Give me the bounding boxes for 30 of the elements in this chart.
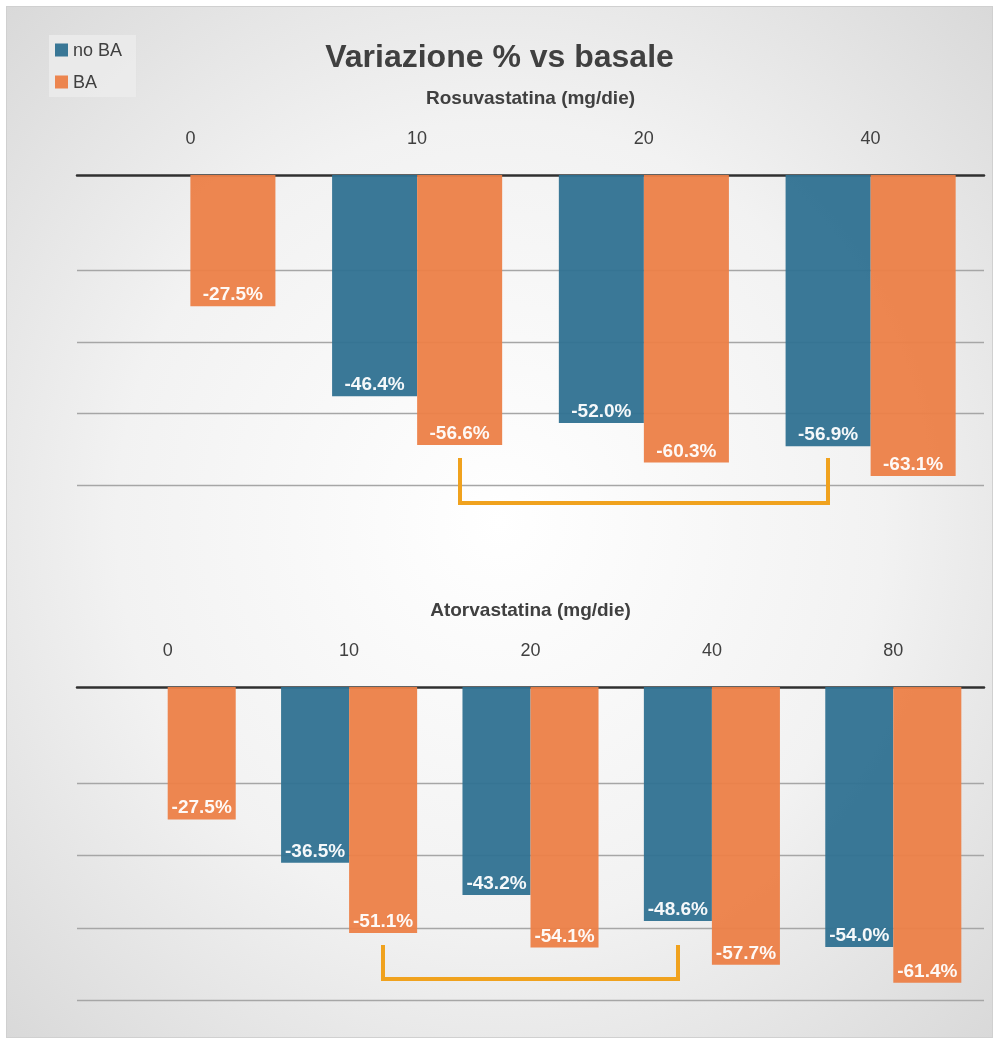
x-tick-label: 10 <box>407 128 428 148</box>
data-label: -54.0% <box>829 924 890 946</box>
x-tick-label: 40 <box>701 640 722 660</box>
x-tick-label: 0 <box>162 640 173 660</box>
x-tick-label: 10 <box>339 640 360 660</box>
data-label: -60.3% <box>656 439 717 461</box>
x-tick-label: 20 <box>633 128 654 148</box>
data-label: -56.6% <box>429 421 490 443</box>
data-label: -61.4% <box>897 959 958 981</box>
data-label: -56.9% <box>798 423 859 445</box>
data-label: -57.7% <box>715 941 777 963</box>
data-label: -27.5% <box>202 283 264 305</box>
x-tick-label: 40 <box>860 128 881 148</box>
x-tick-label: 20 <box>520 640 541 660</box>
legend-label: no BA <box>73 40 123 60</box>
x-axis-title: Rosuvastatina (mg/die) <box>425 87 636 108</box>
data-label: -52.0% <box>571 400 632 421</box>
legend-label: BA <box>73 72 98 92</box>
data-label: -27.5% <box>171 796 232 818</box>
chart-title: Variazione % vs basale <box>325 38 674 74</box>
data-label: -48.6% <box>647 898 709 920</box>
data-label: -51.1% <box>353 910 414 932</box>
x-tick-label: 0 <box>185 128 196 148</box>
data-label: -43.2% <box>466 872 527 894</box>
data-label: -63.1% <box>883 452 944 474</box>
data-label: -36.5% <box>284 839 346 861</box>
x-tick-label: 80 <box>883 640 904 660</box>
data-label: -46.4% <box>344 373 405 395</box>
data-label: -54.1% <box>534 924 595 946</box>
x-axis-title: Atorvastatina (mg/die) <box>430 599 631 620</box>
